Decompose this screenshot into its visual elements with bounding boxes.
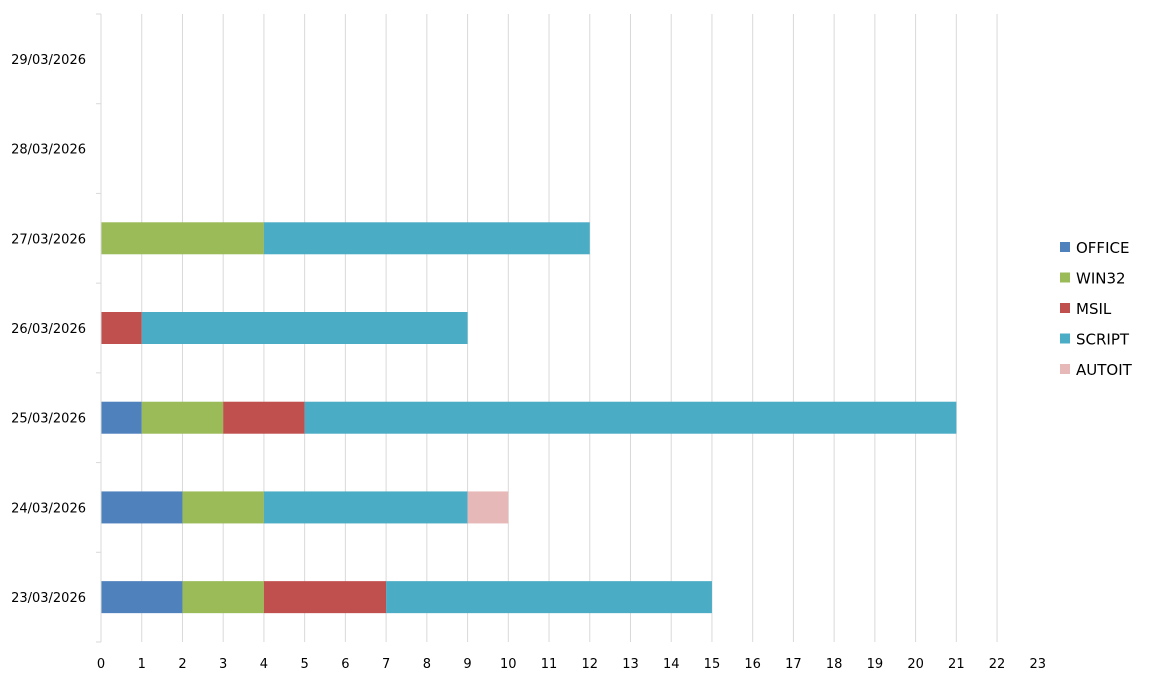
bar-segment-win32	[182, 581, 264, 614]
x-tick-label: 21	[948, 657, 965, 672]
bar-segment-msil	[263, 581, 387, 614]
x-tick-label: 18	[826, 657, 843, 672]
y-tick-label: 23/03/2026	[11, 591, 86, 606]
bar-segment-win32	[101, 222, 264, 255]
x-tick-label: 10	[500, 657, 517, 672]
bar-segment-script	[141, 312, 468, 344]
x-tick-label: 4	[260, 657, 268, 672]
bar-segment-script	[263, 222, 590, 255]
x-tick-label: 12	[581, 657, 598, 672]
x-tick-label: 15	[704, 657, 721, 672]
y-tick-label: 24/03/2026	[11, 501, 86, 516]
x-tick-label: 11	[541, 657, 558, 672]
bar-segment-win32	[182, 491, 264, 524]
x-tick-label: 7	[382, 657, 390, 672]
bar-segment-script	[304, 401, 957, 434]
legend-swatch-script	[1060, 333, 1070, 344]
legend-swatch-msil	[1060, 303, 1070, 313]
bar-segment-msil	[223, 401, 305, 434]
axes: 0 1 2 3 4 5 6 7 8 9 10 11 12 13 14 15 16 17 18 19 20 21 22 2323…	[11, 13, 1047, 672]
legend-swatch-office	[1060, 242, 1070, 252]
bar-segment-office	[101, 401, 142, 434]
bar-segment-autoit	[467, 491, 509, 524]
x-tick-label: 3	[219, 657, 227, 672]
y-tick-label: 25/03/2026	[11, 412, 86, 427]
y-tick-label: 26/03/2026	[11, 322, 86, 337]
bar-segment-office	[101, 491, 183, 524]
legend-label-msil: MSIL	[1076, 300, 1112, 318]
x-tick-label: 9	[463, 657, 471, 672]
bar-segment-script	[386, 581, 712, 614]
x-tick-label: 23	[1030, 657, 1047, 672]
x-tick-label: 6	[341, 657, 349, 672]
legend-label-autoit: AUTOIT	[1076, 361, 1133, 379]
x-tick-label: 1	[138, 657, 146, 672]
x-tick-label: 22	[989, 657, 1006, 672]
gridlines	[141, 14, 998, 642]
legend-label-win32: WIN32	[1076, 270, 1126, 288]
legend-swatch-win32	[1060, 272, 1070, 283]
y-tick-label: 29/03/2026	[11, 53, 86, 68]
x-tick-label: 20	[907, 657, 924, 672]
legend: OFFICE WIN32 MSIL SCRIPT AUTOIT	[1060, 239, 1133, 379]
x-tick-label: 19	[867, 657, 884, 672]
bar-segment-win32	[141, 401, 224, 434]
x-tick-label: 8	[423, 657, 431, 672]
x-tick-label: 5	[301, 657, 309, 672]
bar-segment-msil	[101, 312, 142, 344]
y-tick-label: 27/03/2026	[11, 232, 86, 247]
x-tick-label: 17	[785, 657, 802, 672]
bar-segment-office	[101, 581, 183, 614]
legend-label-script: SCRIPT	[1076, 331, 1130, 349]
x-tick-label: 16	[744, 657, 761, 672]
x-tick-label: 2	[178, 657, 186, 672]
x-tick-label: 13	[622, 657, 639, 672]
legend-swatch-autoit	[1060, 364, 1070, 374]
bars	[101, 222, 957, 614]
x-tick-label: 0	[97, 657, 105, 672]
y-tick-label: 28/03/2026	[11, 143, 86, 158]
x-tick-label: 14	[663, 657, 680, 672]
bar-segment-script	[263, 491, 468, 524]
legend-label-office: OFFICE	[1076, 239, 1129, 257]
